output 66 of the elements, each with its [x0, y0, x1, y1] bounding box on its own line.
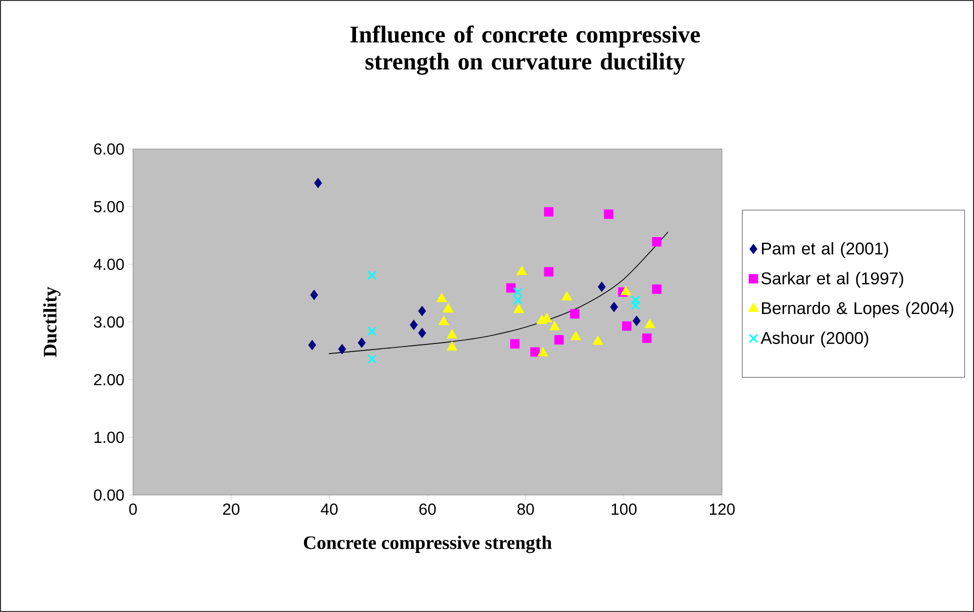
x-tick-label: 20 — [223, 504, 240, 515]
point — [610, 302, 618, 312]
point — [644, 318, 656, 328]
point — [513, 287, 523, 297]
y-tick-label: 2.00 — [94, 374, 124, 386]
y-tick-label: 4.00 — [94, 258, 124, 270]
x-tick-label: 40 — [320, 504, 338, 515]
y-tick-label: 3.00 — [94, 316, 124, 328]
point — [592, 335, 604, 345]
x-tick-label: 0 — [129, 504, 137, 515]
point — [410, 320, 418, 330]
point — [516, 266, 528, 276]
point — [436, 292, 448, 302]
y-tick-label: 5.00 — [94, 201, 124, 212]
point — [544, 267, 554, 277]
point — [537, 346, 548, 356]
x-tick-label: 60 — [419, 504, 436, 515]
x-tick-label: 100 — [612, 504, 637, 515]
y-tick-label: 6.00 — [94, 143, 124, 155]
point — [630, 295, 640, 305]
point — [418, 328, 426, 338]
line-series — [328, 232, 668, 354]
point — [620, 286, 632, 296]
point — [570, 330, 582, 340]
point — [652, 284, 662, 294]
point — [367, 326, 377, 336]
point — [530, 347, 540, 357]
point — [544, 207, 554, 217]
x-axis-title: Concrete compressive strength — [304, 536, 552, 554]
point — [570, 309, 580, 319]
x-tick-label: 80 — [517, 504, 534, 515]
point — [604, 209, 614, 219]
y-axis-title: Ductility — [43, 286, 60, 358]
point — [642, 333, 652, 343]
point — [367, 354, 377, 364]
legend-label: Bernardo & Lopes (2004) — [762, 302, 954, 318]
point — [358, 338, 366, 348]
point — [562, 290, 572, 300]
point — [308, 340, 316, 350]
point — [652, 237, 662, 247]
point — [446, 341, 458, 351]
point — [622, 321, 632, 331]
point — [442, 303, 454, 312]
point — [506, 283, 516, 293]
point — [418, 306, 426, 316]
chart-title: Influence of concrete compressive strength on curvature ductility — [350, 26, 700, 75]
y-tick-label: 0.00 — [94, 489, 124, 501]
point — [513, 295, 523, 305]
point — [438, 316, 450, 326]
point — [338, 344, 346, 354]
point — [554, 335, 564, 345]
point — [598, 282, 606, 292]
point — [632, 316, 641, 326]
point — [446, 329, 458, 338]
legend-label: Pam et al (2001) — [762, 242, 888, 258]
point — [310, 290, 318, 300]
legend-label: Sarkar et al (1997) — [761, 272, 904, 288]
y-tick-label: 1.00 — [94, 432, 124, 443]
x-tick-label: 120 — [710, 504, 735, 515]
point — [549, 320, 560, 330]
point — [510, 339, 520, 349]
point — [314, 178, 322, 188]
point — [630, 300, 640, 310]
point — [367, 270, 377, 280]
legend-label: Ashour (2000) — [760, 332, 868, 348]
point — [513, 304, 524, 314]
